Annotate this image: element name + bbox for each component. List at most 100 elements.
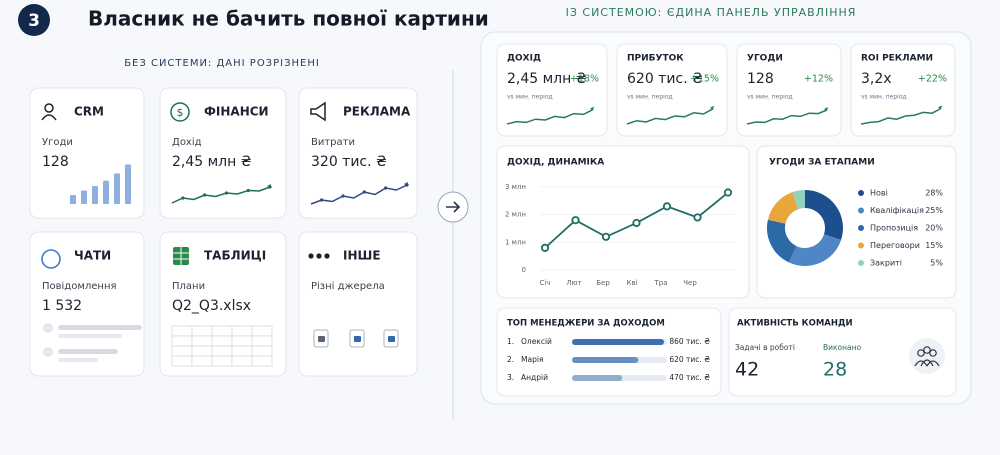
more-icon <box>316 253 322 259</box>
manager-value: 470 тис. ₴ <box>669 373 710 382</box>
file-mark <box>354 336 361 342</box>
sheet-cell <box>211 335 233 347</box>
sheet-cell <box>231 345 253 357</box>
x-tick-label: Бер <box>596 279 610 287</box>
chat-icon <box>41 249 61 269</box>
sheet-icon <box>173 247 189 265</box>
sheet-cell <box>211 325 233 337</box>
sheet-cell <box>211 345 233 357</box>
legend-swatch <box>858 190 864 196</box>
card-title: ІНШЕ <box>343 249 381 263</box>
kpi-value: 128 <box>747 71 774 87</box>
kpi-change: +18% <box>570 74 599 85</box>
left-title: БЕЗ СИСТЕМИ: ДАНІ РОЗРІЗНЕНІ <box>124 58 320 69</box>
kpi-spark <box>506 108 594 125</box>
kpi-title: ПРИБУТОК <box>627 54 684 64</box>
sheet-cell <box>191 335 213 347</box>
card-value: 128 <box>42 154 69 170</box>
revenue-point <box>693 213 702 222</box>
manager-bar <box>572 339 665 345</box>
sheet-cell <box>251 345 273 357</box>
activity-label: Виконано <box>823 343 862 352</box>
kpi-change: +15% <box>690 74 719 85</box>
sheet-cell <box>251 325 273 337</box>
legend-value: 20% <box>925 224 943 233</box>
card-label: Плани <box>172 281 205 292</box>
manager-rank: 1. <box>507 337 514 346</box>
mini-spark-arrow <box>404 182 408 186</box>
kpi-change: +12% <box>804 74 833 85</box>
donut-segment <box>767 219 798 263</box>
manager-name: Марія <box>521 355 543 364</box>
kpi-title: ДОХІД <box>507 54 541 64</box>
legend-value: 25% <box>925 206 943 215</box>
crm-icon <box>41 114 57 121</box>
card-title: ТОП МЕНЕДЖЕРИ ЗА ДОХОДОМ <box>507 319 665 329</box>
mini-bar <box>103 180 109 204</box>
mini-spark-dot <box>384 186 388 190</box>
card-label: Повідомлення <box>42 280 117 292</box>
kpi-spark-arrow <box>824 107 828 111</box>
source-card <box>29 231 145 377</box>
sheet-cell <box>231 335 253 347</box>
sheet-cell <box>191 325 213 337</box>
x-tick-label: Лют <box>566 279 581 287</box>
team-icon <box>917 349 925 357</box>
step-badge <box>18 4 50 36</box>
donut-segment <box>804 190 843 240</box>
right-title: ІЗ СИСТЕМОЮ: ЄДИНА ПАНЕЛЬ УПРАВЛІННЯ <box>566 6 857 19</box>
mini-bar <box>114 173 120 204</box>
kpi-spark-arrow <box>938 105 942 110</box>
sheet-cell <box>231 355 253 367</box>
arrow-icon <box>446 201 461 213</box>
card-title: CRM <box>74 105 104 119</box>
managers-card <box>496 307 722 397</box>
mini-spark-dot <box>341 194 345 198</box>
chat-line <box>58 349 118 354</box>
mini-spark-dot <box>224 191 229 195</box>
sheet-cell <box>211 355 233 367</box>
revenue-point <box>662 202 672 211</box>
y-tick-label: 1 млн <box>505 238 526 246</box>
activity-card <box>728 307 957 397</box>
legend-label: Пропозиція <box>870 224 918 233</box>
sheet-cell <box>171 345 193 357</box>
kpi-spark-arrow <box>710 105 714 110</box>
chart-title: УГОДИ ЗА ЕТАПАМИ <box>769 158 875 168</box>
card-value: 320 тис. ₴ <box>311 154 387 170</box>
legend-value: 28% <box>925 189 943 198</box>
team-icon <box>923 346 931 354</box>
manager-bar <box>572 357 639 363</box>
activity-value: 42 <box>735 359 759 381</box>
manager-rank: 3. <box>507 373 514 382</box>
kpi-spark-arrow <box>590 106 594 111</box>
kpi-title: УГОДИ <box>747 54 783 64</box>
legend-swatch <box>858 260 864 266</box>
card-title: ЧАТИ <box>74 249 111 263</box>
legend-label: Нові <box>870 189 888 198</box>
mini-bar <box>70 195 76 204</box>
card-value: 2,45 млн ₴ <box>172 154 252 170</box>
x-tick-label: Січ <box>540 279 551 287</box>
kpi-change: +22% <box>918 74 947 85</box>
chart-title: ДОХІД, ДИНАМІКА <box>507 158 604 168</box>
stages-card <box>756 145 957 299</box>
sheet-cell <box>171 335 193 347</box>
legend-swatch <box>858 225 864 231</box>
sheet-cell <box>191 355 213 367</box>
team-icon-bg <box>909 338 945 374</box>
revenue-point <box>601 232 611 241</box>
revenue-point <box>571 216 580 225</box>
manager-name: Андрій <box>521 373 548 382</box>
kpi-title: ROI РЕКЛАМИ <box>861 54 933 64</box>
y-tick-label: 3 млн <box>505 183 526 191</box>
donut-segment <box>767 192 799 225</box>
card-label: Витрати <box>311 137 355 148</box>
kpi-spark <box>626 108 714 125</box>
file-mark <box>318 336 325 342</box>
mini-spark-dot <box>362 190 366 194</box>
kpi-note: vs мин. період <box>627 94 673 101</box>
chat-line <box>58 325 142 330</box>
card-title: ТАБЛИЦІ <box>204 249 266 263</box>
legend-label: Переговори <box>870 241 920 250</box>
